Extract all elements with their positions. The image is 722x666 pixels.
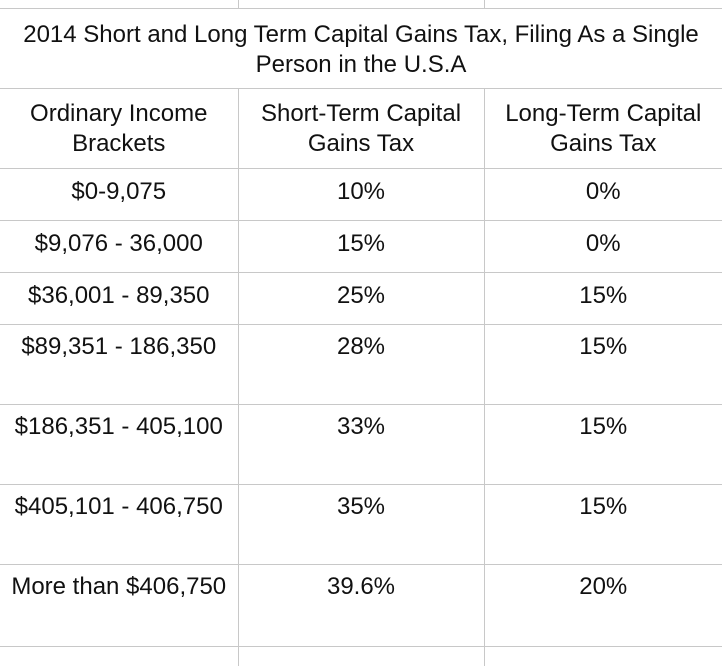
bracket-cell[interactable]: $89,351 - 186,350 xyxy=(0,323,239,405)
long-term-rate-cell[interactable]: 0% xyxy=(483,219,722,273)
header-row: Ordinary Income Brackets Short-Term Capi… xyxy=(0,87,722,169)
long-term-rate-cell[interactable]: 15% xyxy=(483,323,722,405)
table-row: More than $406,750 39.6% 20% xyxy=(0,563,722,647)
long-term-rate-cell[interactable]: 15% xyxy=(483,483,722,565)
bracket-cell[interactable]: More than $406,750 xyxy=(0,563,239,647)
bracket-cell[interactable]: $9,076 - 36,000 xyxy=(0,219,239,273)
short-term-rate-cell[interactable]: 33% xyxy=(237,403,485,485)
table-row: $9,076 - 36,000 15% 0% xyxy=(0,219,722,273)
cell[interactable] xyxy=(237,0,485,9)
long-term-rate-cell[interactable]: 15% xyxy=(483,271,722,325)
bracket-cell[interactable]: $36,001 - 89,350 xyxy=(0,271,239,325)
bracket-cell[interactable]: $405,101 - 406,750 xyxy=(0,483,239,565)
table-row: $186,351 - 405,100 33% 15% xyxy=(0,403,722,485)
cell[interactable] xyxy=(483,0,722,9)
cell[interactable] xyxy=(483,645,722,666)
long-term-rate-cell[interactable]: 20% xyxy=(483,563,722,647)
short-term-rate-cell[interactable]: 28% xyxy=(237,323,485,405)
table-row: $89,351 - 186,350 28% 15% xyxy=(0,323,722,405)
long-term-rate-cell[interactable]: 0% xyxy=(483,167,722,221)
table-row: $36,001 - 89,350 25% 15% xyxy=(0,271,722,325)
long-term-rate-cell[interactable]: 15% xyxy=(483,403,722,485)
header-income-brackets[interactable]: Ordinary Income Brackets xyxy=(0,87,239,169)
short-term-rate-cell[interactable]: 35% xyxy=(237,483,485,565)
table-row: $405,101 - 406,750 35% 15% xyxy=(0,483,722,565)
header-short-term[interactable]: Short-Term Capital Gains Tax xyxy=(237,87,485,169)
short-term-rate-cell[interactable]: 10% xyxy=(237,167,485,221)
short-term-rate-cell[interactable]: 15% xyxy=(237,219,485,273)
title-row: 2014 Short and Long Term Capital Gains T… xyxy=(0,7,722,89)
cell[interactable] xyxy=(0,0,239,9)
short-term-rate-cell[interactable]: 39.6% xyxy=(237,563,485,647)
bottom-strip-row xyxy=(0,645,722,666)
cell[interactable] xyxy=(237,645,485,666)
table-title[interactable]: 2014 Short and Long Term Capital Gains T… xyxy=(0,7,722,89)
header-long-term[interactable]: Long-Term Capital Gains Tax xyxy=(483,87,722,169)
bracket-cell[interactable]: $186,351 - 405,100 xyxy=(0,403,239,485)
short-term-rate-cell[interactable]: 25% xyxy=(237,271,485,325)
top-strip-row xyxy=(0,0,722,9)
cell[interactable] xyxy=(0,645,239,666)
table-row: $0-9,075 10% 0% xyxy=(0,167,722,221)
bracket-cell[interactable]: $0-9,075 xyxy=(0,167,239,221)
